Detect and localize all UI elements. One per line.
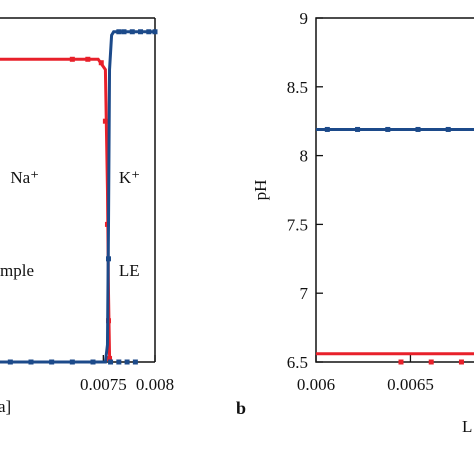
y-tick-label: 6.5 [287,353,308,372]
series-point-0 [102,118,108,124]
y-tick-label: 9 [300,9,309,28]
series-point-0 [415,126,421,132]
series-point-1 [49,359,55,365]
annotation-label: K⁺ [119,168,140,187]
panel-b-x-axis-title: L [462,417,472,436]
series-point-1 [28,359,34,365]
series-point-0 [385,126,391,132]
series-point-1 [116,29,122,35]
panel-b-label: b [236,398,246,418]
x-tick-label: 0.008 [136,375,174,394]
series-point-1 [146,29,152,35]
series-point-1 [138,29,144,35]
panel-b-frame [315,17,474,363]
panel-a-x-ticks: 0.0075 0.008 [80,355,174,394]
y-tick-label: 7.5 [287,215,308,234]
y-tick-label: 8 [300,147,309,166]
series-point-0 [98,60,104,66]
series-point-1 [132,359,138,365]
series-point-0 [355,126,361,132]
series-point-1 [398,359,404,365]
panel-a-label: a] [0,397,11,416]
series-point-0 [69,56,75,62]
series-point-1 [7,359,13,365]
series-point-1 [458,359,464,365]
y-tick-label: 7 [300,284,309,303]
panel-b-y-axis-title: pH [251,180,270,201]
series-point-1 [121,29,127,35]
annotation-label: mple [0,261,34,280]
series-point-1 [428,359,434,365]
series-point-1 [152,29,158,35]
series-point-0 [107,356,113,362]
panel-b-x-ticks: 0.006 0.0065 [297,355,434,394]
series-point-1 [90,359,96,365]
series-point-1 [69,359,75,365]
series-point-0 [445,126,451,132]
series-point-1 [124,359,130,365]
series-point-1 [108,359,114,365]
y-tick-label: 8.5 [287,78,308,97]
panel-b-series [316,126,474,365]
annotation-label: Na⁺ [10,168,39,187]
panel-a-annotations: Na⁺ K⁺ mple LE [0,168,140,280]
panel-b-y-ticks: 6.5 7 7.5 8 8.5 9 [287,9,323,372]
panel-a-series [0,29,158,365]
series-line-1 [0,30,155,364]
series-line-0 [0,57,113,363]
panel-a: 0.0075 0.008 Na⁺ K⁺ mple LE a] [0,17,174,416]
x-tick-label: 0.0065 [387,375,434,394]
series-point-1 [129,29,135,35]
series-point-1 [116,359,122,365]
series-point-0 [324,126,330,132]
x-tick-label: 0.006 [297,375,335,394]
x-tick-label: 0.0075 [80,375,127,394]
series-point-1 [106,256,111,262]
series-point-0 [85,56,91,62]
annotation-label: LE [119,261,140,280]
